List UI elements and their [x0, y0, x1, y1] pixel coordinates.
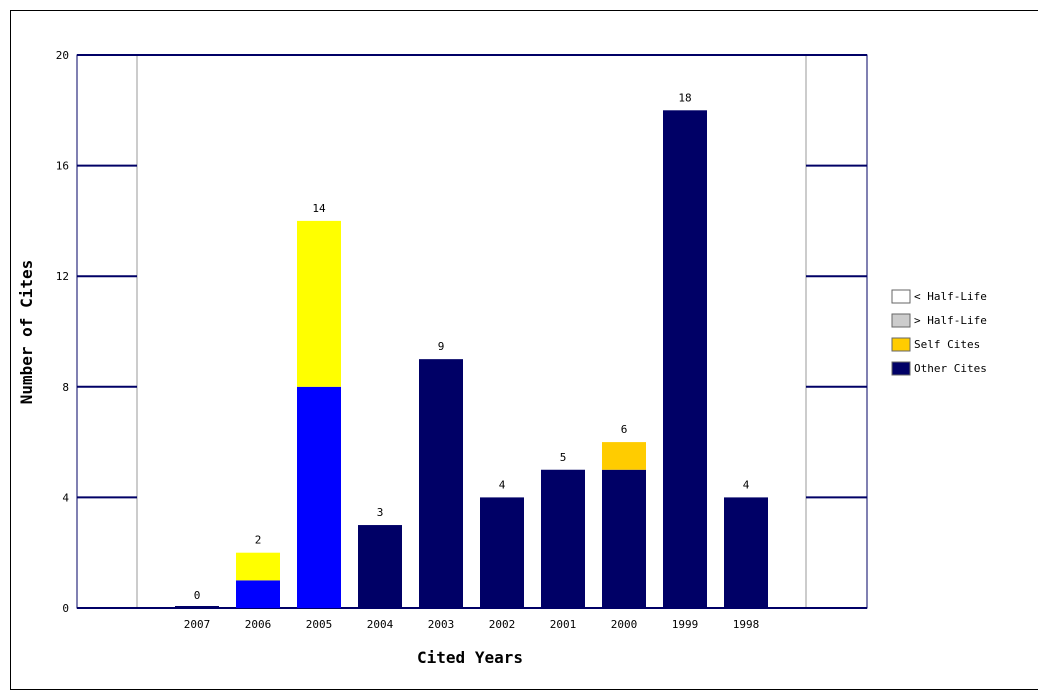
- bar-self-2005: [297, 220, 341, 387]
- data-label-1998: 4: [743, 478, 750, 491]
- legend-self-cites-label: Self Cites: [914, 338, 980, 351]
- legend-gt-half-life-label: > Half-Life: [914, 314, 987, 327]
- data-label-2001: 5: [560, 451, 567, 464]
- x-tick-label-2006: 2006: [245, 618, 272, 631]
- chart-legend: < Half-Life > Half-Life Self Cites Other Ci…: [891, 289, 987, 376]
- x-tick-label-2002: 2002: [489, 618, 516, 631]
- y-tick-label: 0: [62, 602, 69, 615]
- data-label-2002: 4: [499, 478, 506, 491]
- right-panel: [805, 54, 868, 609]
- chart-bars: [175, 110, 768, 609]
- bar-other-2005: [297, 386, 341, 608]
- bar-other-2004: [358, 525, 402, 608]
- data-label-2005: 14: [312, 202, 326, 215]
- legend-other-cites-swatch: [891, 361, 911, 376]
- legend-gt-half-life-swatch: [891, 313, 911, 328]
- bar-other-2007: [175, 606, 219, 608]
- x-tick-label-2005: 2005: [306, 618, 333, 631]
- data-label-2004: 3: [377, 506, 384, 519]
- legend-self-cites-swatch: [891, 337, 911, 352]
- y-tick-label: 4: [62, 491, 69, 504]
- data-label-2007: 0: [194, 589, 201, 602]
- y-tick-label: 20: [56, 49, 69, 62]
- x-tick-label-2003: 2003: [428, 618, 455, 631]
- legend-other-cites-label: Other Cites: [914, 362, 987, 375]
- y-tick-label: 16: [56, 160, 69, 173]
- bar-other-2000: [602, 469, 646, 608]
- bar-other-2001: [541, 469, 585, 608]
- data-label-2000: 6: [621, 423, 628, 436]
- bar-self-2006: [236, 552, 280, 581]
- chart-labels: 0 4 8 12 16 20 0 2007 2 2006 14 2005 3 2004 9 2003 4 2002…: [56, 49, 760, 631]
- y-tick-label: 12: [56, 270, 69, 283]
- data-label-2003: 9: [438, 340, 445, 353]
- data-label-1999: 18: [678, 91, 691, 104]
- bar-other-1999: [663, 110, 707, 609]
- data-label-2006: 2: [255, 534, 262, 547]
- x-tick-label-2007: 2007: [184, 618, 211, 631]
- citation-bar-chart: 0 4 8 12 16 20 0 2007 2 2006 14 2005 3 2004 9 2003 4 2002…: [17, 49, 987, 667]
- x-tick-label-2001: 2001: [550, 618, 577, 631]
- legend-lt-half-life-label: < Half-Life: [914, 290, 987, 303]
- x-tick-label-1998: 1998: [733, 618, 760, 631]
- x-tick-label-1999: 1999: [672, 618, 699, 631]
- left-panel: [76, 54, 138, 609]
- bar-other-2006: [236, 580, 280, 608]
- y-axis-title: Number of Cites: [17, 260, 36, 405]
- bar-other-2003: [419, 359, 463, 608]
- x-tick-label-2000: 2000: [611, 618, 638, 631]
- x-tick-label-2004: 2004: [367, 618, 394, 631]
- x-axis-title: Cited Years: [417, 648, 523, 667]
- legend-lt-half-life-swatch: [891, 289, 911, 304]
- bar-self-2000: [602, 442, 646, 470]
- y-tick-label: 8: [62, 381, 69, 394]
- bar-other-2002: [480, 497, 524, 608]
- bar-other-1998: [724, 497, 768, 608]
